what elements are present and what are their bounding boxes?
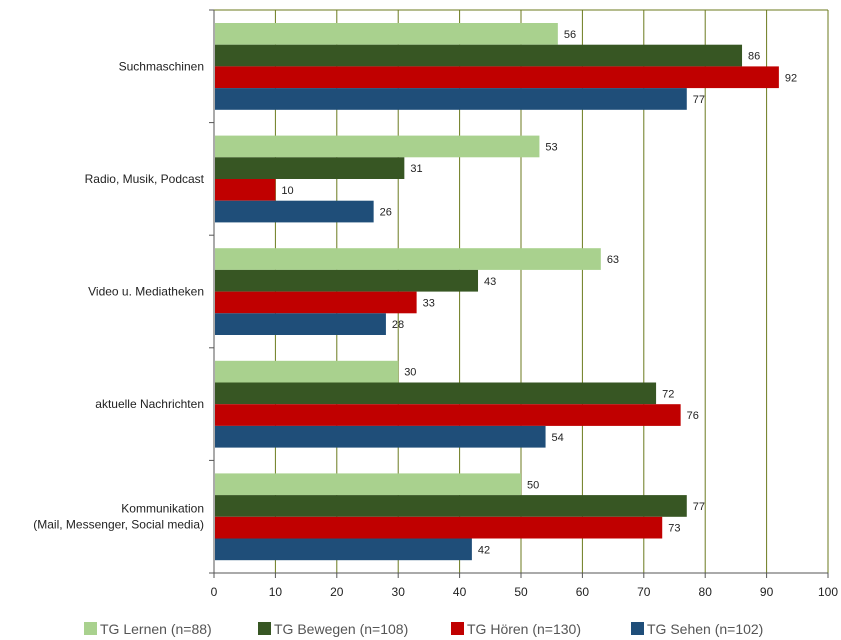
x-tick-label: 20 xyxy=(330,585,344,599)
bar xyxy=(215,248,601,270)
data-label: 10 xyxy=(281,185,293,197)
bar xyxy=(215,23,558,45)
x-tick-label: 40 xyxy=(453,585,467,599)
bar xyxy=(215,179,276,201)
bar xyxy=(215,538,472,561)
category-label: aktuelle Nachrichten xyxy=(95,397,204,411)
category-label: Suchmaschinen xyxy=(119,59,204,73)
data-label: 50 xyxy=(527,479,539,491)
bar xyxy=(215,495,687,517)
category-label-line: aktuelle Nachrichten xyxy=(95,397,204,411)
x-tick-label: 30 xyxy=(392,585,406,599)
data-label: 31 xyxy=(410,163,422,175)
bars: 56 53 63 30 50 86 31 43 72 77 92 10 33 76 73 77 26 28 54 42 xyxy=(215,23,797,561)
legend-item: TG Hören (n=130) xyxy=(451,621,581,637)
category-label: Kommunikation (Mail, Messenger, Social me… xyxy=(33,502,204,532)
data-label: 77 xyxy=(693,94,705,106)
x-tick-label: 0 xyxy=(211,585,218,599)
bar xyxy=(215,516,663,539)
data-label: 73 xyxy=(668,523,680,535)
category-label-line: Video u. Mediatheken xyxy=(88,285,204,299)
legend-swatch xyxy=(631,622,644,635)
x-tick-label: 70 xyxy=(637,585,651,599)
bar xyxy=(215,157,405,179)
x-tick-label: 10 xyxy=(269,585,283,599)
legend-item: TG Bewegen (n=108) xyxy=(258,621,408,637)
data-label: 26 xyxy=(380,207,392,219)
data-label: 53 xyxy=(545,141,557,153)
legend-swatch xyxy=(451,622,464,635)
data-label: 92 xyxy=(785,72,797,84)
data-label: 42 xyxy=(478,544,490,556)
legend-label: TG Lernen (n=88) xyxy=(100,621,212,637)
bar xyxy=(215,66,779,89)
bar xyxy=(215,200,374,223)
category-label: Radio, Musik, Podcast xyxy=(85,172,205,186)
data-label: 33 xyxy=(423,297,435,309)
data-label: 76 xyxy=(687,410,699,422)
data-label: 77 xyxy=(693,501,705,513)
axes: 0 10 20 30 40 50 60 70 80 90 100 Suchmaschinen Radio… xyxy=(33,9,838,599)
data-label: 63 xyxy=(607,254,619,266)
legend: TG Lernen (n=88) TG Bewegen (n=108) TG Hör… xyxy=(84,621,763,637)
bar xyxy=(215,404,681,426)
category-label-line: Radio, Musik, Podcast xyxy=(85,172,205,186)
legend-swatch xyxy=(84,622,97,635)
category-label-line: Kommunikation xyxy=(121,502,204,516)
bar xyxy=(215,44,743,67)
data-label: 72 xyxy=(662,388,674,400)
x-tick-label: 80 xyxy=(699,585,713,599)
x-tick-label: 100 xyxy=(818,585,838,599)
category-label-line: Suchmaschinen xyxy=(119,59,204,73)
x-tick-label: 50 xyxy=(514,585,528,599)
legend-label: TG Sehen (n=102) xyxy=(647,621,763,637)
bar xyxy=(215,313,386,335)
data-label: 54 xyxy=(552,432,564,444)
data-label: 30 xyxy=(404,367,416,379)
bar xyxy=(215,425,546,448)
bar xyxy=(215,135,540,158)
bar xyxy=(215,382,657,405)
data-label: 28 xyxy=(392,319,404,331)
x-tick-label: 90 xyxy=(760,585,774,599)
bar xyxy=(215,88,687,110)
bar xyxy=(215,360,399,383)
data-label: 56 xyxy=(564,29,576,41)
bar xyxy=(215,291,417,314)
legend-item: TG Sehen (n=102) xyxy=(631,621,763,637)
legend-swatch xyxy=(258,622,271,635)
legend-label: TG Bewegen (n=108) xyxy=(274,621,408,637)
legend-label: TG Hören (n=130) xyxy=(467,621,581,637)
x-tick-label: 60 xyxy=(576,585,590,599)
category-label: Video u. Mediatheken xyxy=(88,285,204,299)
category-label-line: (Mail, Messenger, Social media) xyxy=(33,518,204,532)
bar xyxy=(215,269,479,292)
data-label: 86 xyxy=(748,51,760,63)
data-label: 43 xyxy=(484,276,496,288)
bar xyxy=(215,473,521,496)
legend-item: TG Lernen (n=88) xyxy=(84,621,212,637)
